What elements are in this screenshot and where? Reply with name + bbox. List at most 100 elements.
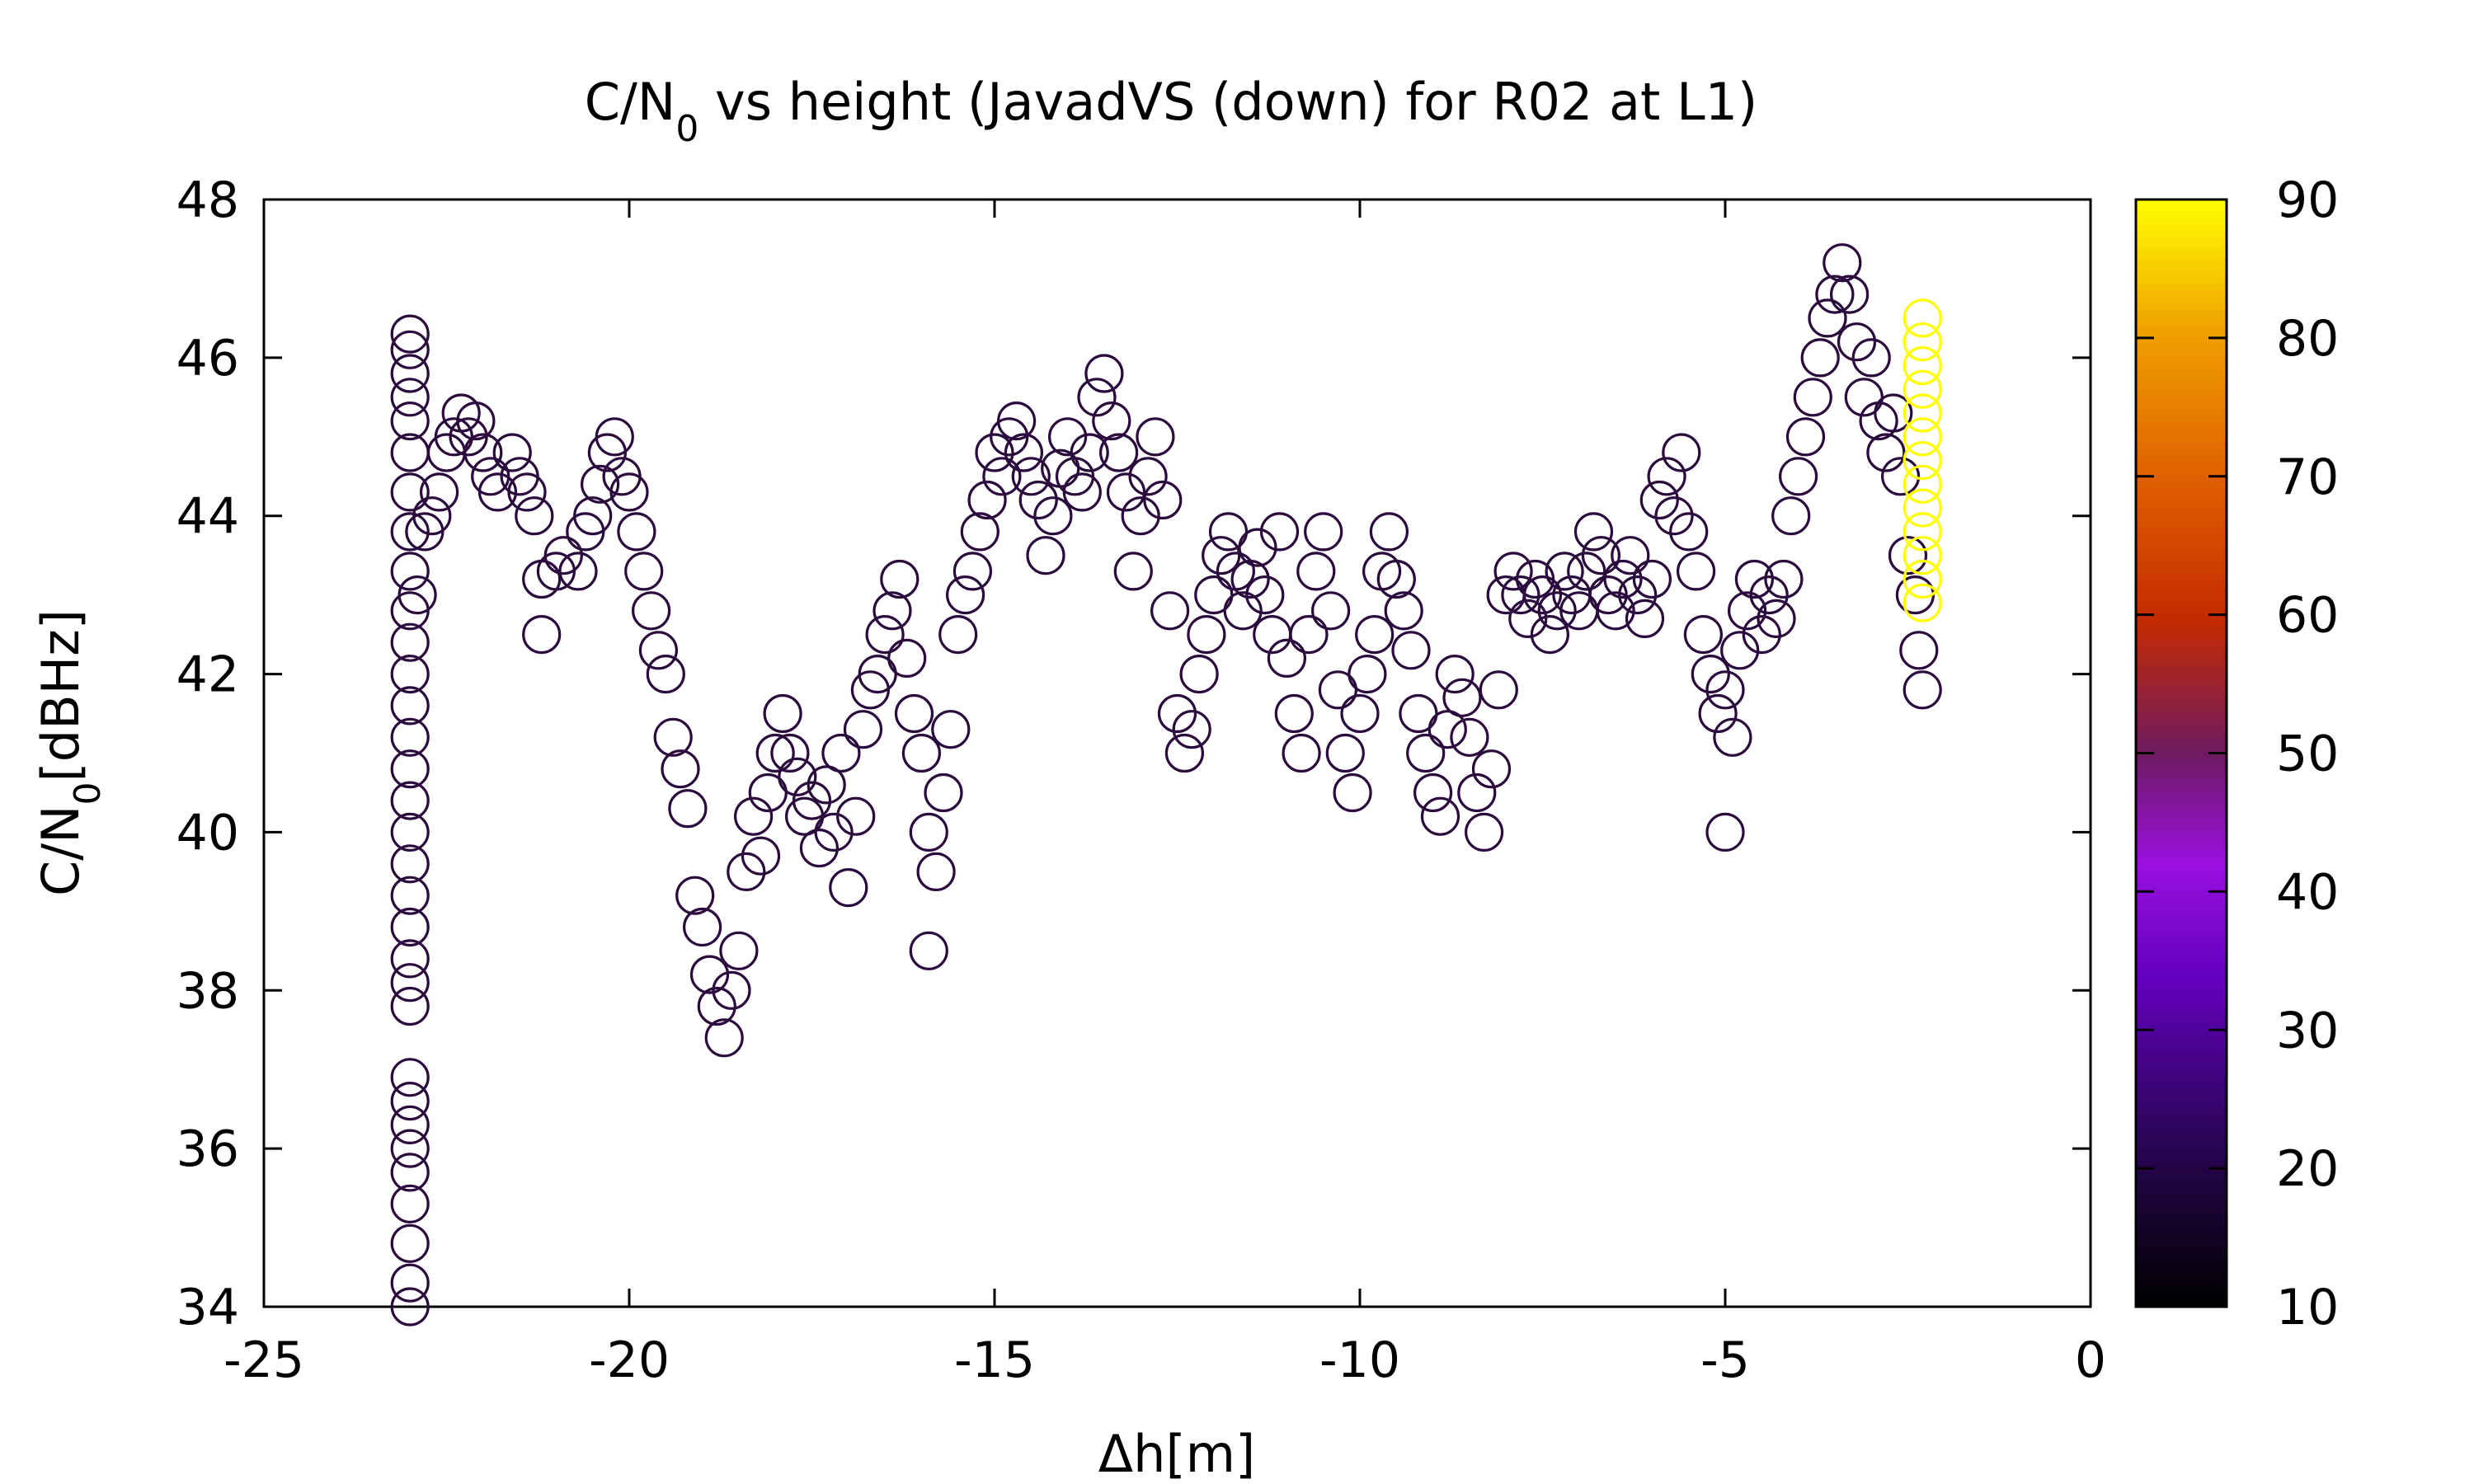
data-point: [456, 402, 496, 441]
data-point: [390, 907, 430, 947]
data-point: [960, 512, 999, 552]
data-point: [390, 330, 430, 369]
data-point: [682, 907, 722, 947]
data-point: [1077, 378, 1117, 417]
data-point: [1691, 654, 1730, 694]
data-point: [1172, 710, 1211, 749]
data-point: [390, 1263, 430, 1303]
data-point: [390, 749, 430, 789]
data-point: [1259, 512, 1300, 552]
data-point: [1508, 599, 1548, 639]
data-point: [1413, 773, 1453, 813]
data-point: [909, 931, 948, 970]
data-point: [872, 591, 912, 631]
data-point: [719, 931, 759, 970]
data-point: [996, 402, 1037, 441]
x-tick-label: -15: [954, 1331, 1035, 1389]
data-point: [1793, 378, 1832, 417]
data-point: [1851, 338, 1891, 378]
data-point: [1815, 275, 1855, 314]
data-point: [390, 876, 430, 915]
y-tick-label: 48: [176, 171, 239, 229]
colorbar-tick-label: 10: [2276, 1279, 2339, 1336]
data-point: [661, 749, 700, 789]
x-tick-label: -20: [589, 1331, 670, 1389]
data-point: [1442, 678, 1482, 717]
data-point: [924, 773, 963, 813]
data-point: [1669, 512, 1709, 552]
data-point: [1903, 393, 1942, 433]
colorbar-tick-label: 20: [2276, 1140, 2339, 1198]
data-point: [843, 710, 883, 749]
data-point: [441, 393, 481, 433]
y-tick-label: 34: [176, 1279, 239, 1336]
data-point: [390, 686, 430, 726]
data-point: [390, 622, 430, 662]
data-point: [390, 402, 430, 441]
data-point: [1698, 693, 1738, 734]
data-point: [390, 717, 430, 757]
data-point: [1362, 552, 1402, 591]
data-point: [1070, 433, 1109, 472]
data-point: [1238, 528, 1277, 567]
data-point: [807, 765, 846, 805]
data-point: [799, 828, 840, 868]
data-point: [1202, 536, 1241, 575]
colorbar-tick-label: 80: [2276, 310, 2339, 368]
x-tick-label: 0: [2075, 1331, 2106, 1389]
data-point: [1903, 488, 1942, 528]
data-point: [653, 717, 693, 757]
data-point: [390, 654, 430, 694]
x-axis-ticks: -25 -20 -15 -10 -5 0: [223, 200, 2106, 1389]
data-point: [1618, 575, 1658, 615]
data-point: [1333, 773, 1372, 813]
data-point: [1530, 614, 1570, 655]
y-tick-label: 46: [176, 330, 239, 387]
data-point: [1903, 322, 1942, 362]
data-point: [390, 1287, 430, 1327]
data-point: [1355, 614, 1395, 655]
data-point: [975, 433, 1014, 472]
data-point: [390, 844, 430, 884]
data-point: [1903, 440, 1942, 481]
data-point: [1567, 552, 1606, 591]
data-point: [689, 955, 730, 994]
data-point: [573, 496, 613, 536]
data-point: [1903, 583, 1942, 622]
data-point: [1903, 369, 1942, 409]
data-point: [390, 1081, 430, 1121]
data-point: [778, 757, 817, 796]
data-point: [609, 472, 649, 512]
data-point: [1888, 536, 1928, 575]
colorbar-ticks: 10 20 30 40 50 60 70 80 90: [2136, 171, 2339, 1336]
data-point: [1194, 575, 1234, 615]
data-point: [1113, 552, 1153, 591]
y-tick-label: 44: [176, 488, 239, 546]
data-point: [1464, 812, 1504, 852]
data-point: [1705, 670, 1745, 710]
colorbar-tick-label: 30: [2276, 1002, 2339, 1059]
data-point: [967, 480, 1007, 520]
data-point: [1062, 472, 1102, 512]
data-point: [1611, 536, 1650, 575]
data-point: [412, 496, 452, 536]
data-point: [887, 638, 927, 679]
data-point: [1837, 322, 1877, 362]
colorbar-tick-label: 40: [2276, 863, 2339, 921]
data-point: [1406, 733, 1446, 773]
data-point: [390, 1184, 430, 1223]
data-point: [390, 378, 430, 417]
data-point: [1705, 812, 1745, 852]
data-point: [390, 1129, 430, 1168]
data-point: [522, 614, 562, 655]
data-point: [1033, 496, 1073, 536]
data-point: [1603, 559, 1643, 599]
data-point: [1047, 417, 1088, 457]
data-point: [1026, 536, 1065, 575]
data-point: [397, 575, 437, 615]
data-point: [631, 591, 671, 631]
data-point: [1903, 536, 1942, 575]
data-point: [792, 781, 832, 820]
data-point: [727, 852, 766, 892]
data-point: [1450, 717, 1489, 757]
